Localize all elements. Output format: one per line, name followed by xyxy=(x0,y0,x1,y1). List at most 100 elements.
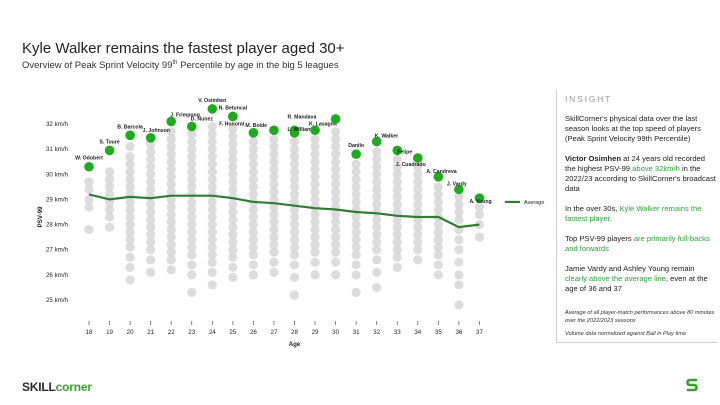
player-label: L. Williams xyxy=(288,127,315,133)
distribution-point xyxy=(166,172,176,182)
insight-p2-bold: Victor Osimhen xyxy=(565,154,621,163)
subtitle-pre: Overview of Peak Sprint Velocity 99 xyxy=(22,60,173,72)
distribution-point xyxy=(125,235,135,245)
highlight-point xyxy=(474,193,485,203)
distribution-point xyxy=(372,282,382,293)
distribution-point xyxy=(269,134,279,144)
distribution-point xyxy=(310,225,320,235)
x-tick-label: 19 xyxy=(106,329,113,336)
distribution-point xyxy=(310,232,320,242)
y-tick-label: 28 km/h xyxy=(46,222,69,229)
distribution-point xyxy=(166,126,176,137)
distribution-point xyxy=(331,225,341,235)
distribution-point xyxy=(289,250,300,260)
distribution-point xyxy=(433,227,443,237)
distribution-point xyxy=(166,134,176,144)
highlight-point xyxy=(145,133,156,143)
player-label: Danilo xyxy=(348,143,364,149)
distribution-point xyxy=(248,159,258,169)
distribution-point xyxy=(269,157,279,167)
distribution-point xyxy=(228,214,238,225)
distribution-point xyxy=(187,260,197,270)
distribution-point xyxy=(289,204,300,215)
player-label: R. Mandava xyxy=(288,114,317,120)
distribution-point xyxy=(84,177,94,187)
y-tick-label: 29 km/h xyxy=(46,196,69,203)
distribution-point xyxy=(269,267,279,277)
distribution-point xyxy=(125,174,135,184)
distribution-point xyxy=(351,227,361,237)
distribution-point xyxy=(289,144,300,154)
distribution-point xyxy=(474,209,485,220)
distribution-point xyxy=(454,235,464,245)
player-label: W. Odobert xyxy=(75,156,103,162)
distribution-point xyxy=(433,189,443,199)
highlight-point xyxy=(228,111,238,122)
distribution-point xyxy=(310,164,320,174)
distribution-point xyxy=(104,174,115,184)
distribution-point xyxy=(248,204,258,215)
distribution-point xyxy=(289,167,300,177)
distribution-point xyxy=(166,194,176,205)
x-tick-label: 33 xyxy=(394,329,401,336)
distribution-point xyxy=(454,207,464,217)
distribution-point xyxy=(146,184,156,194)
distribution-point xyxy=(310,187,320,197)
distribution-point xyxy=(146,267,156,277)
distribution-point xyxy=(228,262,238,272)
distribution-point xyxy=(207,227,217,237)
distribution-point xyxy=(372,255,382,265)
distribution-point xyxy=(207,267,217,277)
distribution-point xyxy=(146,147,156,157)
x-tick-label: 24 xyxy=(209,329,216,336)
distribution-point xyxy=(269,164,279,174)
distribution-point xyxy=(187,219,197,230)
distribution-point xyxy=(310,194,320,205)
distribution-point xyxy=(454,270,464,280)
distribution-point xyxy=(248,144,258,154)
distribution-point xyxy=(392,207,402,217)
distribution-point xyxy=(433,250,443,260)
distribution-point xyxy=(187,129,197,139)
distribution-point xyxy=(248,152,258,162)
distribution-point xyxy=(207,159,217,169)
distribution-point xyxy=(351,235,361,245)
distribution-point xyxy=(351,182,361,192)
distribution-point xyxy=(331,142,341,152)
distribution-point xyxy=(269,217,279,227)
distribution-point xyxy=(269,202,279,212)
player-label: K. Lasagna xyxy=(309,121,337,127)
distribution-point xyxy=(413,222,423,232)
distribution-point xyxy=(289,189,300,199)
y-tick-label: 32 km/h xyxy=(46,121,69,128)
distribution-point xyxy=(289,174,300,184)
distribution-point xyxy=(207,280,217,290)
distribution-point xyxy=(228,139,238,149)
distribution-point xyxy=(331,257,341,267)
distribution-point xyxy=(372,169,382,179)
distribution-point xyxy=(392,222,402,232)
player-label: J. Vardy xyxy=(447,181,467,187)
highlight-point xyxy=(413,153,423,163)
x-tick-label: 36 xyxy=(455,329,462,336)
distribution-point xyxy=(351,260,361,270)
distribution-point xyxy=(413,177,423,187)
distribution-point xyxy=(433,235,443,245)
distribution-point xyxy=(248,182,258,192)
highlight-point xyxy=(289,128,300,138)
distribution-point xyxy=(289,197,300,207)
distribution-point xyxy=(228,154,238,164)
distribution-point xyxy=(146,169,156,179)
distribution-point xyxy=(248,250,258,260)
highlight-point xyxy=(166,116,176,127)
distribution-point xyxy=(248,219,258,230)
distribution-point xyxy=(474,232,485,242)
distribution-point xyxy=(166,164,176,174)
distribution-point xyxy=(331,194,341,205)
x-tick-label: 37 xyxy=(476,329,483,336)
distribution-point xyxy=(166,240,176,250)
distribution-point xyxy=(84,194,94,205)
y-tick-label: 27 km/h xyxy=(46,247,69,254)
distribution-point xyxy=(413,207,423,217)
distribution-point xyxy=(166,255,176,265)
